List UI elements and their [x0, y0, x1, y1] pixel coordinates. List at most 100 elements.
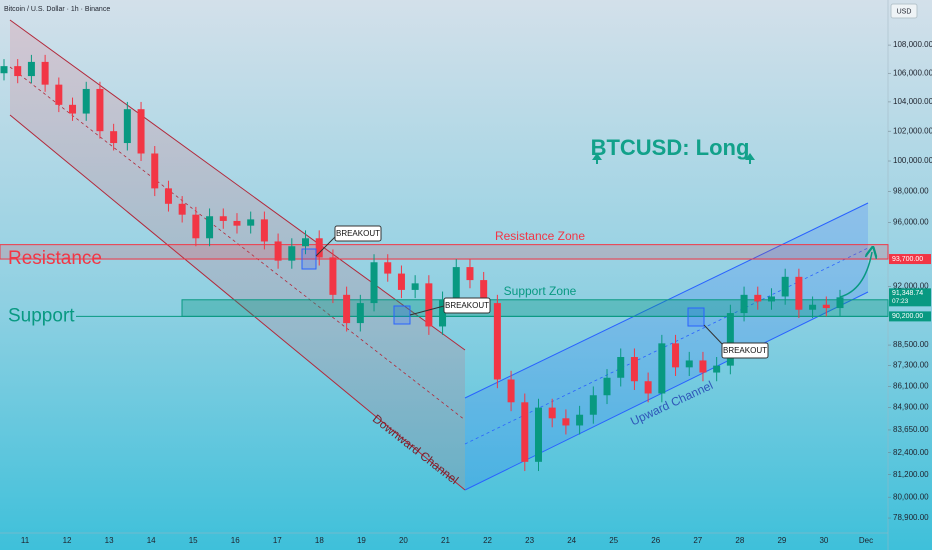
candle-body [82, 88, 90, 114]
x-tick-label: 21 [441, 536, 450, 545]
level-label: Resistance [8, 248, 102, 269]
breakout-box [393, 305, 411, 325]
x-tick-label: 28 [735, 536, 744, 545]
channel-line [9, 114, 466, 491]
candle-body [110, 131, 118, 144]
candle-body [260, 219, 268, 242]
candle-body [562, 418, 570, 426]
y-tick-label: 80,000.00 [893, 492, 929, 501]
price-tag [889, 254, 931, 265]
x-tick-label: 18 [315, 536, 324, 545]
zone-label: Resistance Zone [495, 229, 585, 243]
candle-body [836, 297, 844, 309]
y-tick-label: 82,400.00 [893, 448, 929, 457]
candle-body [452, 267, 460, 300]
label-box [721, 342, 769, 359]
candle-body [534, 407, 542, 462]
y-tick-label: 98,000.00 [893, 187, 929, 196]
candle-body [425, 283, 433, 327]
price-tag-label: 91,348.74 [892, 290, 923, 297]
channel-line [464, 202, 869, 399]
x-tick-label: 12 [63, 536, 72, 545]
y-tick-label: 78,900.00 [893, 513, 929, 522]
y-tick-label: 102,000.00 [893, 126, 932, 135]
y-tick-label: 104,000.00 [893, 97, 932, 106]
y-tick-label: 108,000.00 [893, 40, 932, 49]
label-box [334, 225, 382, 242]
label-box [443, 297, 491, 314]
zone [181, 299, 889, 317]
candle-body [247, 219, 255, 226]
zone [0, 244, 889, 260]
x-tick-label: 27 [693, 536, 702, 545]
leader [315, 235, 337, 257]
candle-body [137, 109, 145, 154]
x-tick-label: 17 [273, 536, 282, 545]
x-tick-label: 24 [567, 536, 576, 545]
y-tick-label: 83,650.00 [893, 425, 929, 434]
candle-body [699, 360, 707, 373]
price-tag-label: 93,700.00 [892, 256, 923, 263]
leader [703, 324, 725, 347]
target-arrow [839, 252, 872, 298]
price-tag [889, 288, 931, 307]
candle-body [315, 238, 323, 258]
candle-body [370, 262, 378, 304]
candle-body [164, 188, 172, 204]
x-tick-label: Dec [859, 536, 873, 545]
y-tick-label: 106,000.00 [893, 68, 932, 77]
y-tick-label: 81,200.00 [893, 470, 929, 479]
y-tick-label: 92,000.00 [893, 282, 929, 291]
currency-box [890, 3, 918, 19]
candle-body [767, 296, 775, 302]
y-tick-label: 88,500.00 [893, 340, 929, 349]
candle-body [192, 214, 200, 239]
downward-channel [10, 20, 465, 490]
x-tick-label: 29 [777, 536, 786, 545]
x-tick-label: 25 [609, 536, 618, 545]
x-tick-label: 15 [189, 536, 198, 545]
candle-body [206, 216, 214, 239]
x-tick-label: 14 [147, 536, 156, 545]
candle-body [740, 294, 748, 314]
x-tick-label: 22 [483, 536, 492, 545]
y-tick-label: 96,000.00 [893, 218, 929, 227]
price-tag-label: 90,200.00 [892, 313, 923, 320]
candle-body [55, 84, 63, 105]
candle-body [466, 267, 474, 281]
breakout-box [301, 248, 317, 270]
candle-body [329, 257, 337, 295]
price-tag-countdown: 07:23 [892, 298, 909, 305]
x-tick-label: 19 [357, 536, 366, 545]
candle-body [274, 241, 282, 261]
candle-body [0, 66, 8, 74]
y-tick-label: 87,300.00 [893, 361, 929, 370]
arrow-icon [745, 153, 755, 164]
headline: BTCUSD: Long [591, 135, 750, 160]
candle-body [14, 66, 22, 77]
candle-body [356, 303, 364, 324]
annotation: BREAKOUT [445, 301, 489, 310]
y-tick-label: 100,000.00 [893, 156, 932, 165]
candle-body [288, 246, 296, 261]
candle-body [603, 377, 611, 396]
candle-body [123, 109, 131, 144]
x-tick-label: 11 [21, 536, 30, 545]
candle-body [493, 303, 501, 380]
candle-body [384, 262, 392, 274]
candle-body [672, 343, 680, 368]
candle-body [809, 304, 817, 310]
candle-body [41, 61, 49, 85]
x-tick-label: 26 [651, 536, 660, 545]
candle-body [151, 153, 159, 189]
x-tick-label: 23 [525, 536, 534, 545]
candle-body [219, 216, 227, 221]
candle-body [576, 414, 584, 426]
breakout-box [687, 307, 705, 327]
candle-body [754, 294, 762, 302]
leader [409, 305, 445, 316]
candle-body [302, 238, 310, 247]
chart-title: Bitcoin / U.S. Dollar · 1h · Binance [4, 6, 110, 13]
